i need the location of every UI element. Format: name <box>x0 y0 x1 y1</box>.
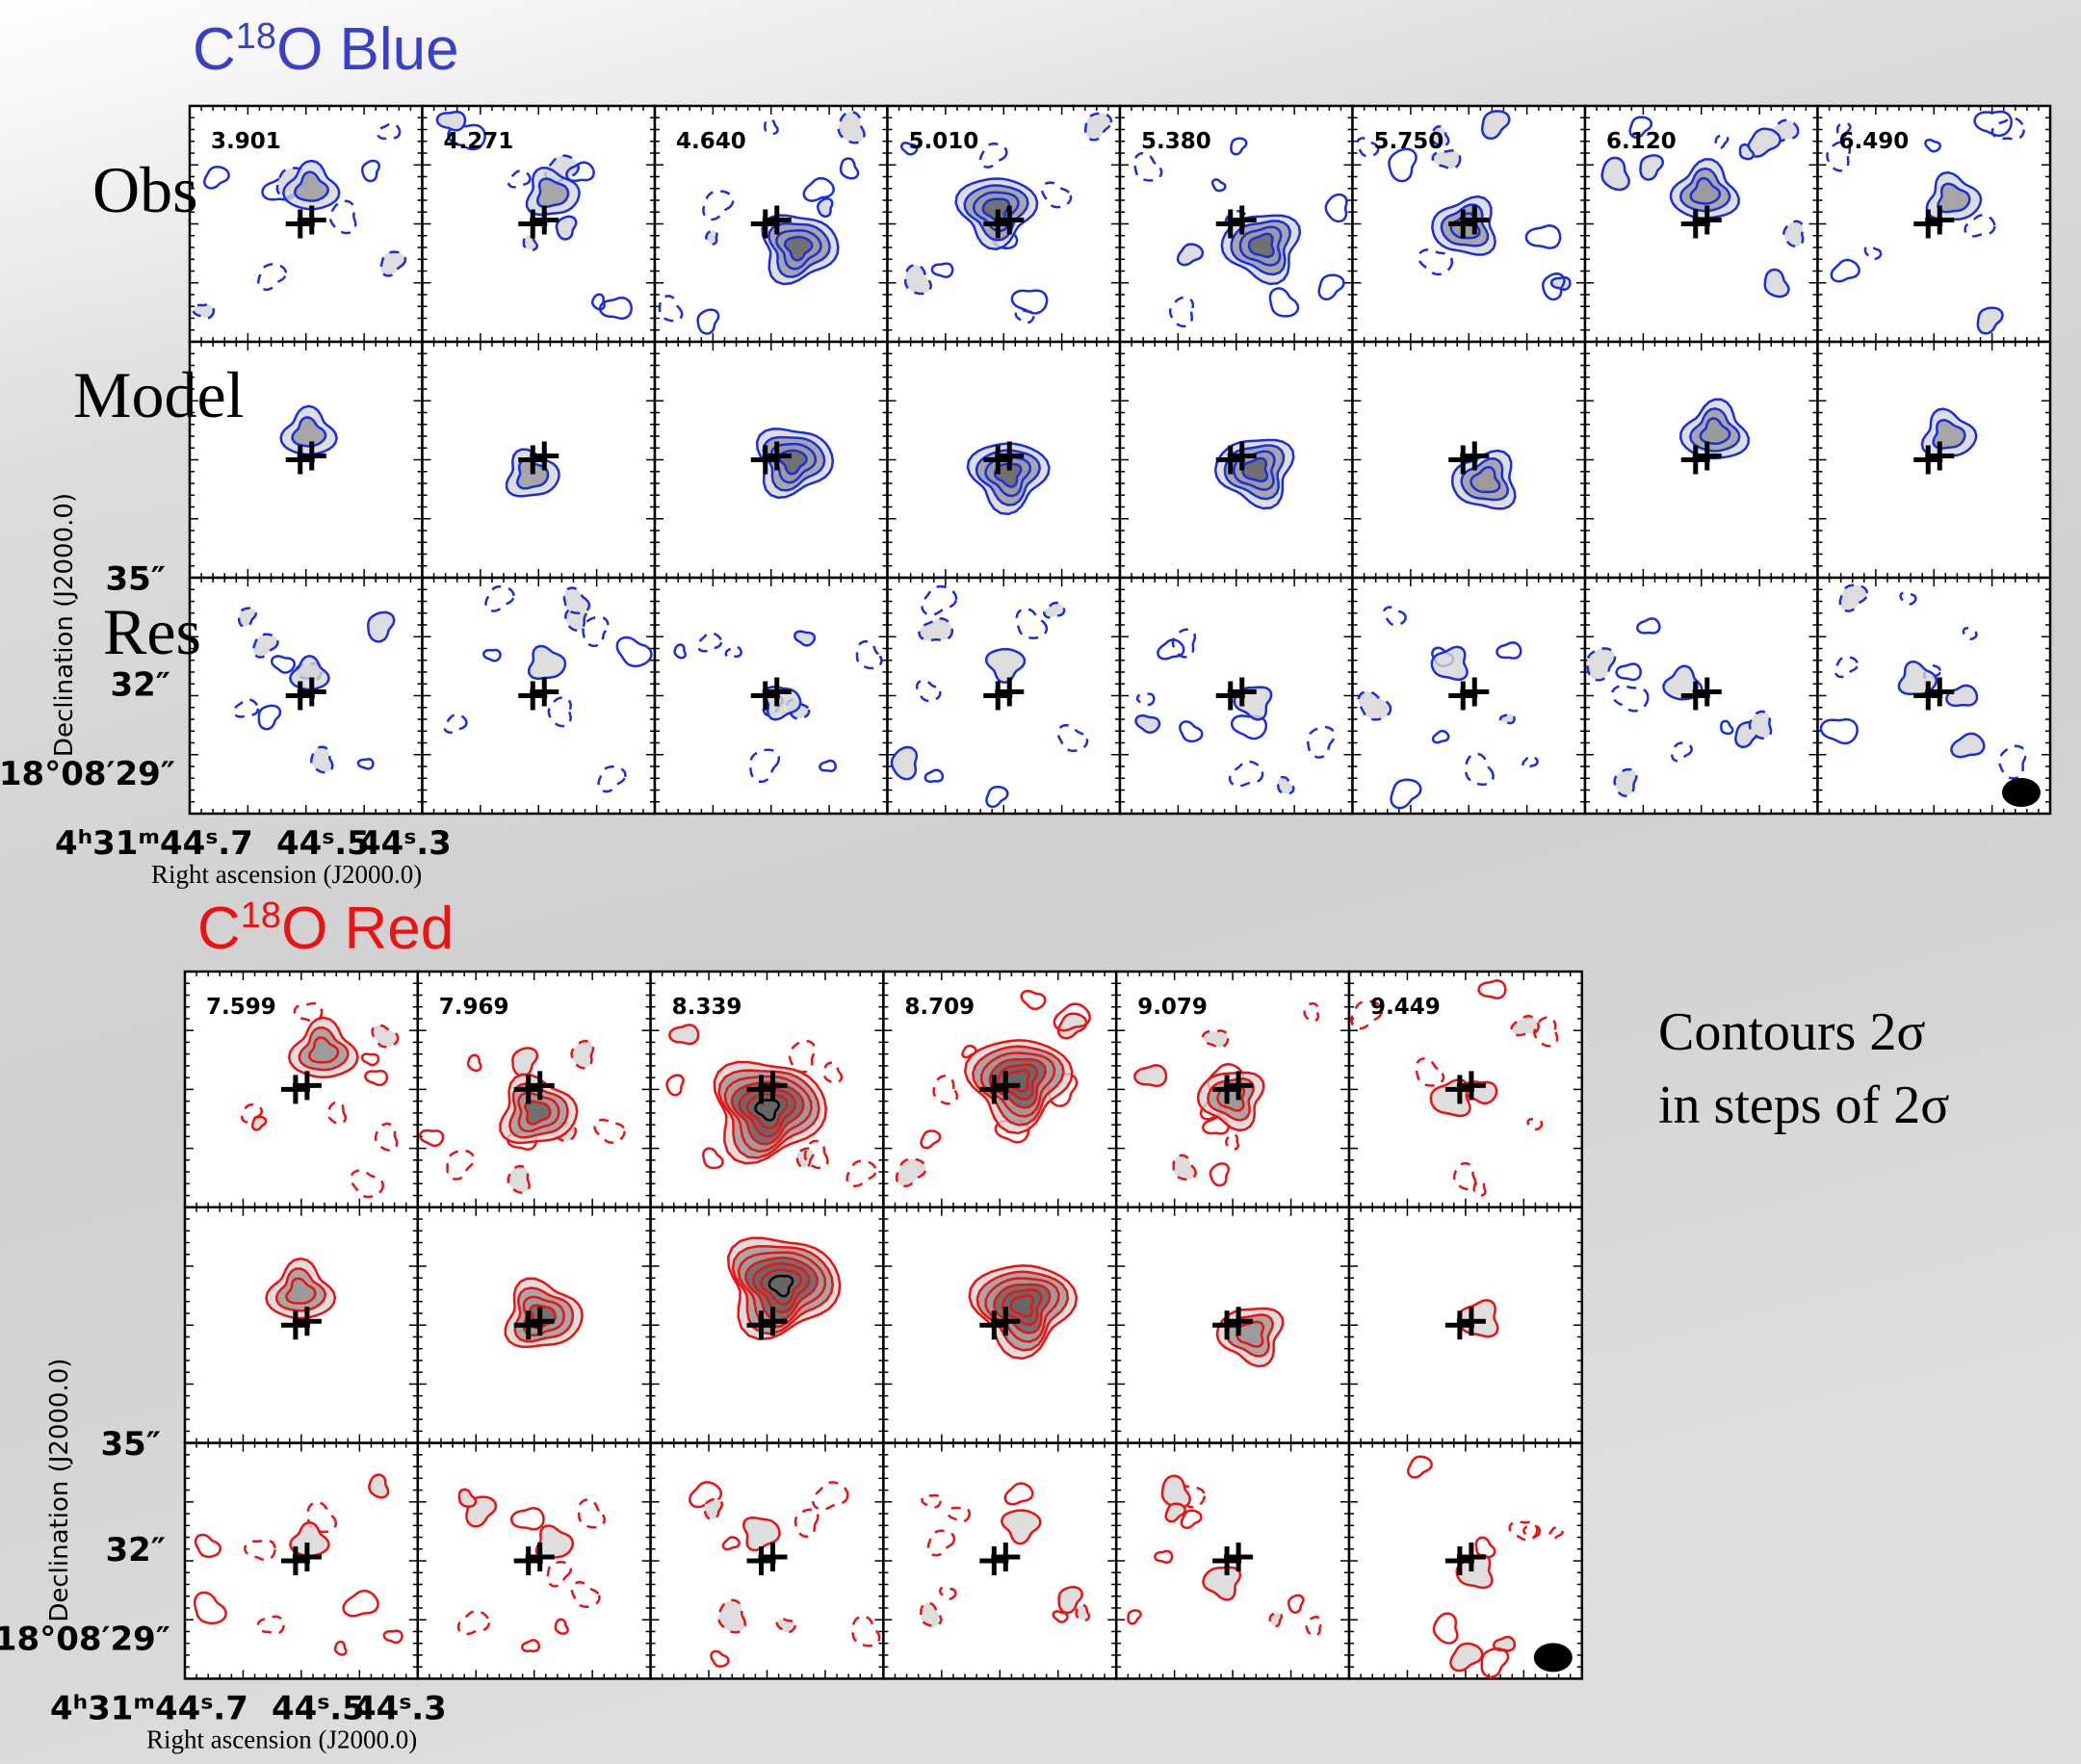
ra-tick-label: 44ˢ.5 <box>276 824 370 863</box>
velocity-label: 8.339 <box>672 995 742 1020</box>
velocity-label: 6.120 <box>1606 129 1677 154</box>
beam <box>1534 1643 1573 1672</box>
dec-tick-label: 18°08′29″ <box>0 1620 170 1658</box>
row-label: Res <box>103 595 201 668</box>
dec-tick-label: 18°08′29″ <box>0 755 175 793</box>
noise-contour <box>1500 714 1515 724</box>
dec-tick-label: 32″ <box>105 1531 166 1569</box>
row-label: Model <box>73 358 245 431</box>
beam <box>2002 778 2041 807</box>
dec-tick-label: 35″ <box>105 559 166 598</box>
dec-tick-label: 35″ <box>100 1425 161 1464</box>
velocity-label: 9.079 <box>1137 995 1208 1020</box>
ra-tick-label: 4ʰ31ᵐ44ˢ.7 <box>55 824 253 863</box>
noise-contour <box>818 198 832 217</box>
title-rest: O Red <box>281 895 454 962</box>
title-sup: 18 <box>241 895 281 936</box>
velocity-label: 4.640 <box>676 129 746 154</box>
dec-label: Declination (J2000.0) <box>45 1358 74 1621</box>
velocity-label: 7.969 <box>439 995 509 1020</box>
dec-label: Declination (J2000.0) <box>50 493 79 757</box>
title-sup: 18 <box>236 16 276 57</box>
ra-label: Right ascension (J2000.0) <box>146 1725 417 1753</box>
dec-tick-label: 32″ <box>110 666 170 705</box>
ra-tick-label: 4ʰ31ᵐ44ˢ.7 <box>50 1689 248 1727</box>
velocity-label: 3.901 <box>211 129 281 154</box>
title-c: C <box>197 895 241 962</box>
blue-title: C18O Blue <box>193 16 459 83</box>
velocity-label: 9.449 <box>1370 995 1441 1020</box>
velocity-label: 5.010 <box>909 129 979 154</box>
velocity-label: 7.599 <box>206 995 276 1020</box>
title-c: C <box>193 16 236 83</box>
velocity-label: 5.380 <box>1141 129 1211 154</box>
red-title: C18O Red <box>197 895 454 962</box>
ra-tick-label: 44ˢ.3 <box>353 1689 447 1727</box>
velocity-label: 4.271 <box>444 129 514 154</box>
velocity-label: 6.490 <box>1839 129 1910 154</box>
figure: C18O Blue C18O Red Contours 2σ in steps … <box>0 0 2081 1764</box>
velocity-label: 8.709 <box>904 995 975 1020</box>
row-label: Obs <box>92 153 198 226</box>
page: {"blue": {"title": "C", "title_sup": "18… <box>0 0 2081 1764</box>
title-rest: O Blue <box>276 16 459 83</box>
velocity-label: 5.750 <box>1374 129 1444 154</box>
note: in steps of 2σ <box>1658 1076 1949 1135</box>
ra-tick-label: 44ˢ.3 <box>358 824 452 863</box>
note: Contours 2σ <box>1658 1002 1926 1062</box>
ra-tick-label: 44ˢ.5 <box>272 1689 365 1727</box>
noise-contour <box>369 1475 388 1498</box>
ra-label: Right ascension (J2000.0) <box>151 860 422 889</box>
